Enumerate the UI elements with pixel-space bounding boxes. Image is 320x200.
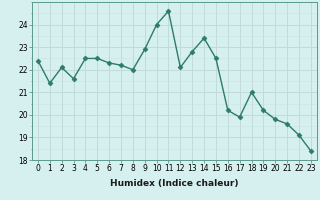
X-axis label: Humidex (Indice chaleur): Humidex (Indice chaleur) [110, 179, 239, 188]
